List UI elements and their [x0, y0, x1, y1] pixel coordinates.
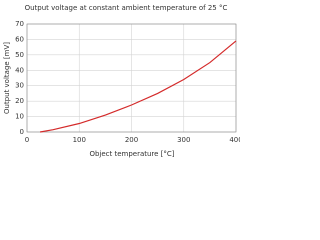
y-tick-label: 60	[15, 35, 24, 43]
y-tick-label: 30	[15, 82, 24, 90]
y-tick-label: 40	[15, 66, 24, 74]
x-tick-label: 200	[125, 136, 138, 144]
x-tick-label: 400	[229, 136, 240, 144]
x-tick-label: 100	[73, 136, 86, 144]
x-tick-label: 300	[177, 136, 190, 144]
data-line	[39, 40, 237, 133]
plot-frame	[26, 23, 237, 133]
y-tick-label: 10	[15, 113, 24, 121]
chart: Output voltage at constant ambient tempe…	[3, 4, 240, 158]
chart-title: Output voltage at constant ambient tempe…	[25, 4, 228, 12]
y-tick-label: 20	[15, 97, 24, 105]
y-tick-label: 70	[15, 20, 24, 28]
x-tick-label: 0	[25, 136, 29, 144]
y-axis-label: Output voltage [mV]	[3, 42, 11, 114]
x-axis-label: Object temperature [°C]	[89, 150, 174, 158]
y-tick-label: 0	[20, 128, 24, 136]
y-tick-label: 50	[15, 51, 24, 59]
